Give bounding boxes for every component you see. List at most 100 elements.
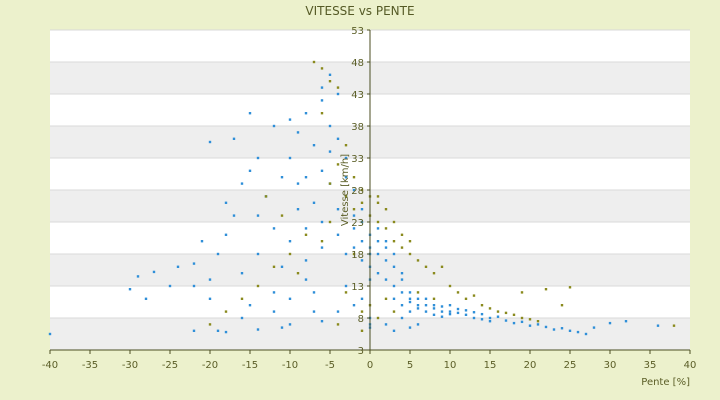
data-point <box>392 252 396 256</box>
data-point <box>360 220 364 224</box>
data-point <box>344 176 348 179</box>
data-point <box>296 208 300 211</box>
data-point <box>240 182 244 185</box>
data-point <box>320 86 324 89</box>
data-point <box>400 233 404 236</box>
data-point <box>304 176 308 179</box>
data-point <box>272 124 276 128</box>
data-point <box>144 297 148 300</box>
data-point <box>496 315 500 318</box>
data-point <box>312 291 316 294</box>
data-point <box>376 316 380 320</box>
data-point <box>176 265 180 268</box>
data-point <box>256 252 260 256</box>
data-point <box>552 328 556 331</box>
data-point <box>512 321 516 325</box>
data-point <box>288 156 292 160</box>
data-point <box>624 320 628 323</box>
data-point <box>408 252 412 256</box>
data-point <box>208 323 212 326</box>
data-point <box>448 310 452 313</box>
data-point <box>360 208 364 211</box>
data-point <box>528 324 532 327</box>
data-point <box>392 220 396 224</box>
data-point <box>360 188 364 192</box>
x-tick-label: 35 <box>644 360 657 371</box>
data-point <box>352 246 356 249</box>
data-point <box>344 291 348 294</box>
data-point <box>392 310 396 313</box>
x-tick-label: 25 <box>564 360 577 371</box>
x-tick-label: -15 <box>242 360 258 371</box>
x-tick-label: 40 <box>684 360 697 371</box>
data-point <box>520 320 524 324</box>
data-point <box>512 313 516 316</box>
data-point <box>328 220 332 224</box>
data-point <box>384 259 388 262</box>
data-point <box>336 208 340 211</box>
data-point <box>360 259 364 262</box>
data-point <box>304 112 308 115</box>
data-point <box>336 92 340 96</box>
data-point <box>432 272 436 275</box>
data-point <box>232 137 236 140</box>
data-point <box>560 304 564 307</box>
data-point <box>312 201 316 204</box>
data-point <box>320 99 324 102</box>
data-point <box>456 307 460 311</box>
data-point <box>320 240 324 243</box>
data-point <box>488 307 492 310</box>
data-point <box>280 265 284 268</box>
data-point <box>288 240 292 243</box>
data-point <box>264 195 268 198</box>
data-point <box>360 329 364 332</box>
data-point <box>568 286 572 289</box>
data-point <box>352 176 356 179</box>
y-tick-label: 43 <box>351 90 364 101</box>
data-point <box>528 318 532 321</box>
data-point <box>336 310 340 313</box>
data-point <box>192 284 196 288</box>
data-point <box>400 278 404 281</box>
x-tick-label: -25 <box>162 360 178 371</box>
data-point <box>432 313 436 316</box>
data-point <box>352 208 356 211</box>
y-axis-label: Vitesse [km/h] <box>340 154 351 226</box>
data-point <box>224 310 228 313</box>
data-point <box>408 300 412 304</box>
data-point <box>408 326 412 329</box>
data-point <box>240 297 244 300</box>
data-point <box>320 246 324 249</box>
data-point <box>296 131 300 134</box>
data-point <box>288 297 292 300</box>
data-point <box>520 316 524 320</box>
data-point <box>352 252 356 256</box>
data-point <box>416 297 420 300</box>
y-tick-label: 3 <box>358 346 364 357</box>
data-point <box>256 284 260 288</box>
data-point <box>448 312 452 316</box>
data-point <box>312 144 316 147</box>
data-point <box>392 297 396 300</box>
y-tick-label: 33 <box>351 154 364 165</box>
y-tick-label: 8 <box>358 314 364 325</box>
data-point <box>208 297 212 300</box>
x-tick-label: -30 <box>122 360 138 371</box>
data-point <box>672 324 676 327</box>
data-point <box>240 272 244 275</box>
data-point <box>272 291 276 294</box>
data-point <box>232 214 236 217</box>
x-tick-label: 15 <box>484 360 497 371</box>
y-tick-label: 38 <box>351 122 364 133</box>
data-point <box>240 316 244 320</box>
data-point <box>400 316 404 320</box>
data-point <box>464 297 468 300</box>
data-point <box>424 297 428 300</box>
data-point <box>272 227 276 230</box>
data-point <box>440 315 444 318</box>
data-point <box>296 272 300 275</box>
data-point <box>200 240 204 243</box>
data-point <box>312 60 316 64</box>
